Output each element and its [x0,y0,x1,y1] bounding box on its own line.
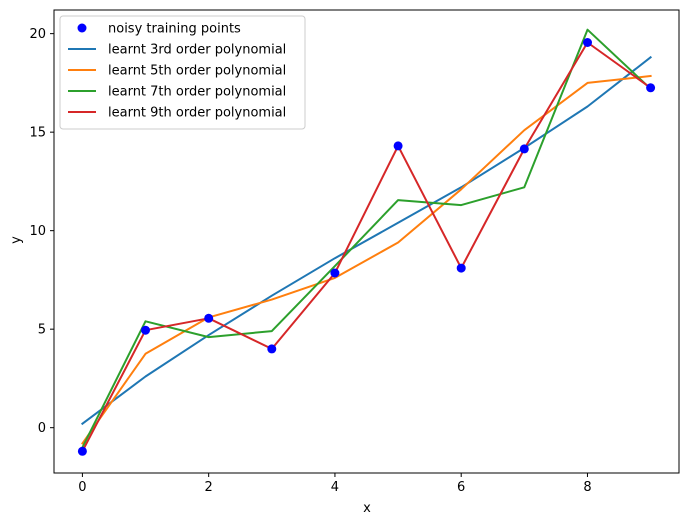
x-tick-label: 8 [583,480,591,495]
scatter-point [519,144,529,154]
y-axis-label: y [9,236,24,244]
y-tick-label: 15 [29,126,46,141]
legend-label-3: learnt 7th order polynomial [108,85,286,100]
x-tick-label: 6 [457,480,465,495]
x-axis-label: x [363,501,371,516]
plot-area [77,28,656,456]
y-tick-label: 10 [29,224,46,239]
legend-marker-0 [77,23,87,33]
y-tick-label: 5 [38,323,46,338]
series-line-4 [81,41,652,453]
legend: noisy training points learnt 3rd order po… [59,15,306,130]
series-line-1 [81,55,653,426]
scatter-point [583,38,592,47]
y-tick-label: 0 [38,421,46,436]
scatter-point [267,344,277,354]
scatter-point [204,313,214,323]
legend-label-2: learnt 5th order polynomial [108,64,286,79]
scatter-point [456,263,466,273]
legend-label-4: learnt 9th order polynomial [108,106,286,121]
scatter-point [330,268,340,278]
scatter-point [141,325,150,335]
axes-frame [53,9,680,474]
x-tick-label: 0 [78,480,86,495]
legend-box [59,15,306,130]
x-tick-label: 2 [205,480,213,495]
legend-label-0: noisy training points [108,22,241,37]
scatter-point [393,141,403,151]
axes: 0 2 4 6 8 0 5 10 15 20 [29,9,680,495]
legend-label-1: learnt 3rd order polynomial [108,43,286,58]
series-line-3 [81,28,653,449]
scatter-point [77,446,87,456]
x-tick-label: 4 [331,480,339,495]
y-tick-label: 20 [29,27,46,42]
scatter-point [646,83,656,93]
